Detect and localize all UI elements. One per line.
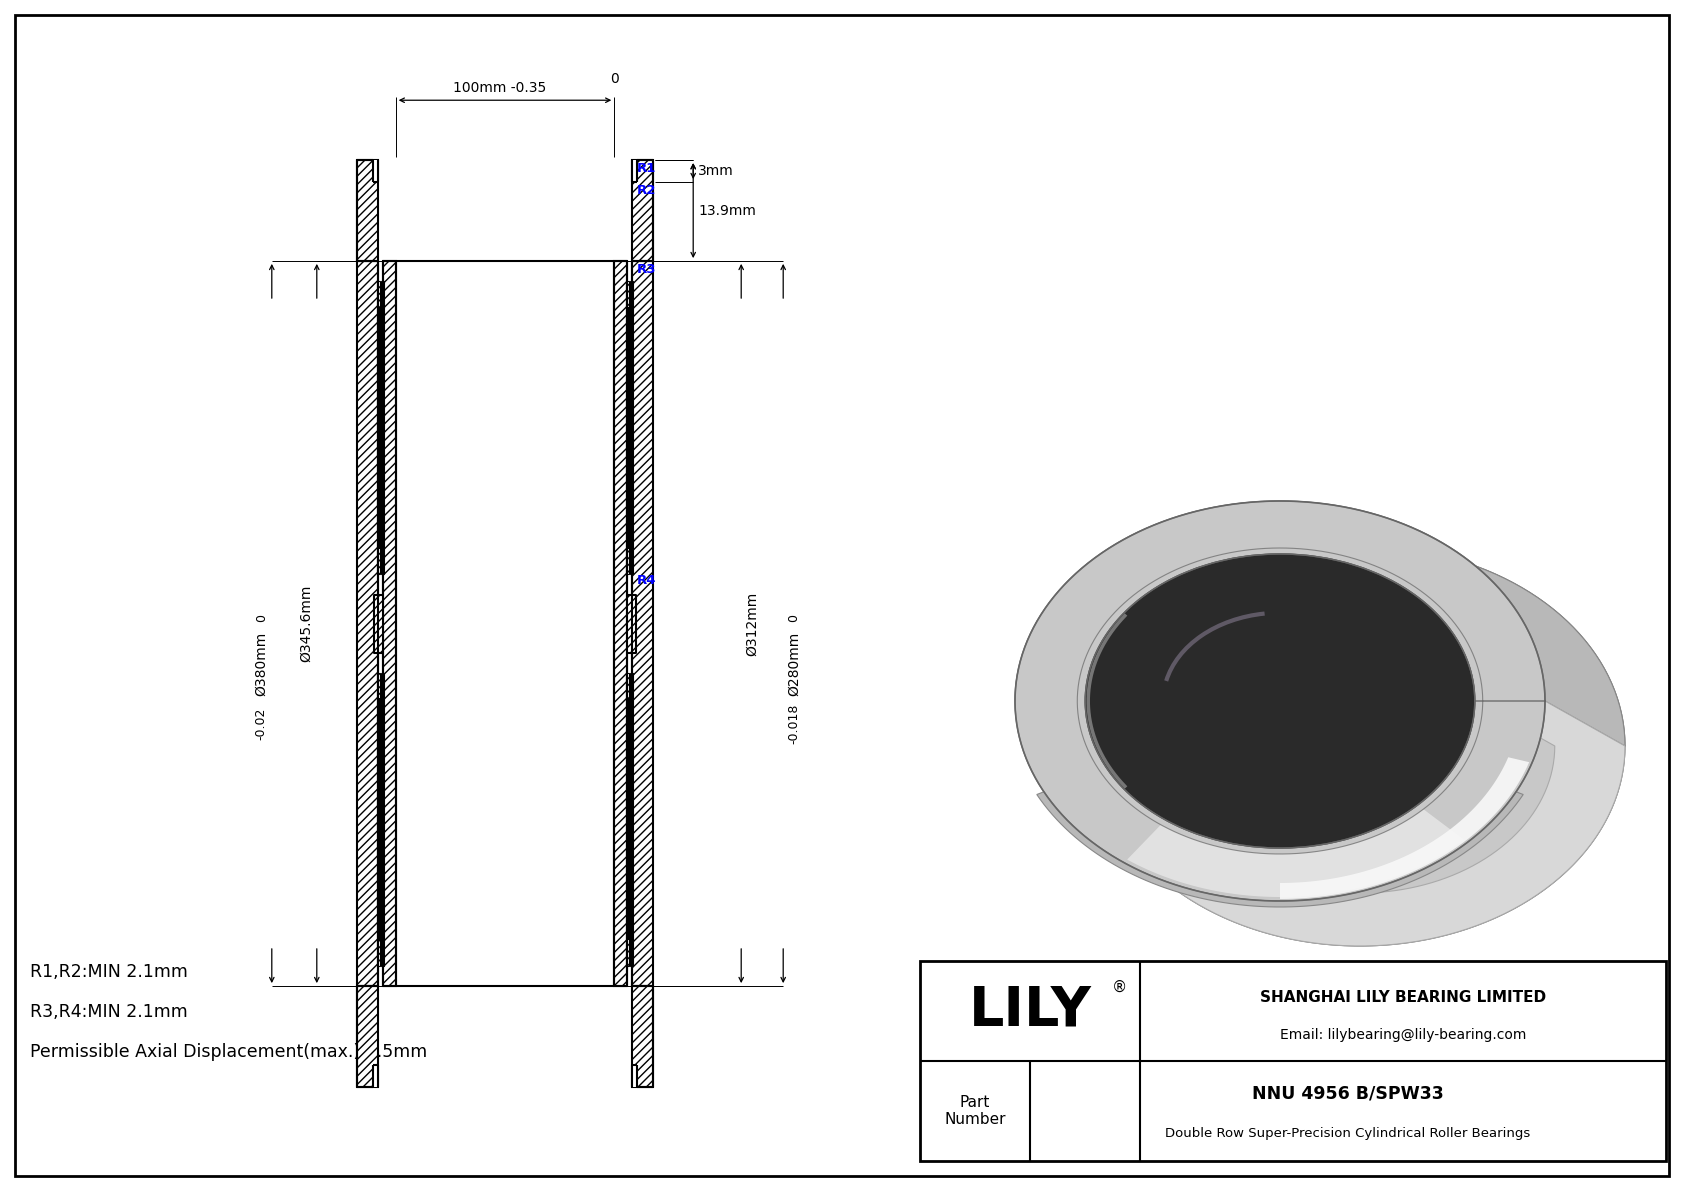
Bar [625,673,628,966]
Bar [632,1065,637,1086]
Text: ®: ® [1113,979,1128,994]
Bar [374,1065,377,1086]
Text: R3,R4:MIN 2.1mm: R3,R4:MIN 2.1mm [30,1003,187,1021]
Text: Ø312mm: Ø312mm [746,592,759,655]
Polygon shape [1095,545,1625,946]
Text: Email: lilybearing@lily-bearing.com: Email: lilybearing@lily-bearing.com [1280,1028,1526,1042]
Text: Ø345.6mm: Ø345.6mm [298,585,313,662]
Polygon shape [1084,701,1554,893]
Bar [632,986,653,1086]
Text: Permissible Axial Displacement(max.):4.5mm: Permissible Axial Displacement(max.):4.5… [30,1043,428,1061]
Text: -0.02: -0.02 [254,707,268,740]
Text: Double Row Super-Precision Cylindrical Roller Bearings: Double Row Super-Precision Cylindrical R… [1165,1127,1531,1140]
Polygon shape [1015,701,1625,946]
Text: R1,R2:MIN 2.1mm: R1,R2:MIN 2.1mm [30,964,189,981]
Text: Ø380mm: Ø380mm [254,631,268,696]
Polygon shape [1037,792,1524,908]
Polygon shape [1015,501,1544,902]
Bar [357,261,377,986]
Bar [357,986,377,1086]
Bar [381,673,384,966]
Bar [625,281,628,574]
Text: 0: 0 [610,73,618,86]
Bar [374,161,377,182]
Text: 0: 0 [254,615,268,623]
Polygon shape [1280,757,1529,899]
Text: 100mm -0.35: 100mm -0.35 [453,81,547,95]
Text: 3mm: 3mm [699,164,734,179]
Text: R2: R2 [637,183,657,197]
Text: 0: 0 [786,615,800,623]
Bar [626,594,637,653]
Ellipse shape [1084,554,1475,848]
Text: R1: R1 [637,162,657,175]
Text: R3: R3 [637,263,657,276]
Text: R4: R4 [637,574,657,587]
Text: NNU 4956 B/SPW33: NNU 4956 B/SPW33 [1253,1084,1443,1102]
Bar [919,961,1665,1161]
Bar [632,161,653,261]
Polygon shape [1127,809,1463,897]
Text: Ø280mm: Ø280mm [786,631,802,696]
Bar [374,594,384,653]
Bar [357,161,377,261]
Text: 13.9mm: 13.9mm [699,204,756,218]
Bar [630,673,633,966]
Ellipse shape [1165,599,1554,893]
Bar [384,261,396,986]
Text: Part
Number: Part Number [945,1095,1005,1127]
Text: SHANGHAI LILY BEARING LIMITED: SHANGHAI LILY BEARING LIMITED [1260,990,1546,1004]
Text: -0.018: -0.018 [786,704,800,743]
Polygon shape [1015,501,1625,746]
Bar [377,673,381,966]
Bar [615,261,626,986]
Text: LILY: LILY [968,984,1091,1039]
Bar [377,281,381,574]
Bar [632,161,637,182]
Bar [381,281,384,574]
Bar [632,261,653,986]
Bar [630,281,633,574]
